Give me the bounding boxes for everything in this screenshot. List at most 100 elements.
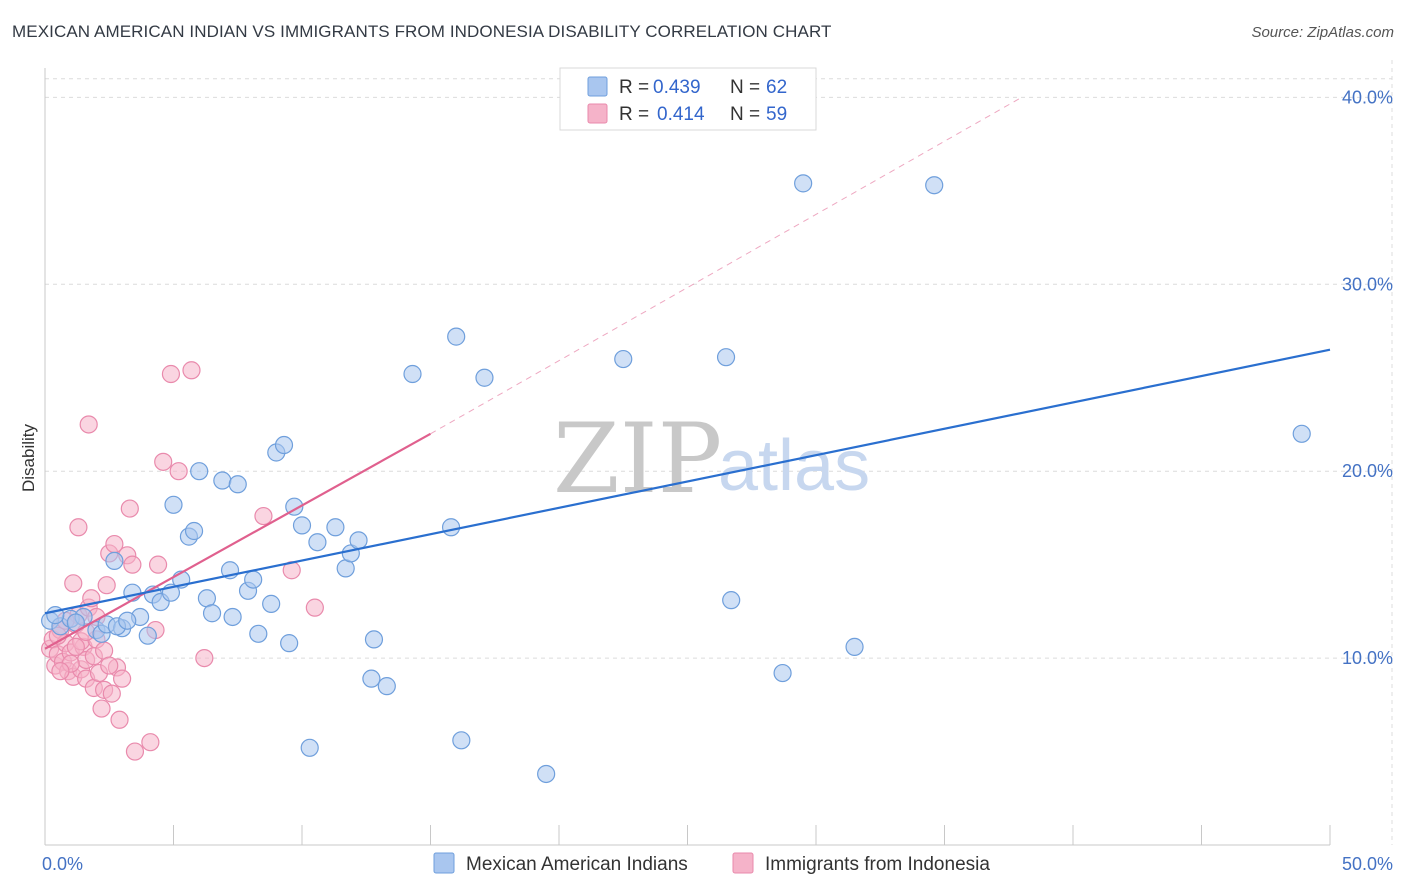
y-tick-labels: 10.0% 20.0% 30.0% 40.0% bbox=[1342, 87, 1393, 668]
y-tick-label: 40.0% bbox=[1342, 87, 1393, 107]
point-mexican-american-indians bbox=[118, 611, 137, 630]
legend-n-value-1: 62 bbox=[766, 77, 787, 98]
point-mexican-american-indians bbox=[326, 518, 345, 537]
series-mexican-american-indians bbox=[41, 174, 1311, 784]
legend-swatch-pink bbox=[587, 103, 608, 124]
point-immigrants-from-indonesia bbox=[51, 662, 70, 681]
point-immigrants-from-indonesia bbox=[112, 669, 132, 688]
point-immigrants-from-indonesia bbox=[254, 506, 273, 526]
point-mexican-american-indians bbox=[773, 663, 792, 683]
point-mexican-american-indians bbox=[184, 521, 204, 541]
watermark: ZIP atlas bbox=[553, 403, 870, 515]
point-immigrants-from-indonesia bbox=[120, 499, 139, 518]
trend-line-blue bbox=[44, 348, 1331, 615]
legend-swatch-blue bbox=[587, 76, 608, 97]
point-immigrants-from-indonesia bbox=[102, 684, 121, 703]
point-mexican-american-indians bbox=[190, 462, 209, 481]
x-tick-label-max: 50.0% bbox=[1342, 854, 1393, 874]
point-mexican-american-indians bbox=[213, 471, 232, 490]
point-immigrants-from-indonesia bbox=[169, 462, 188, 481]
point-immigrants-from-indonesia bbox=[79, 415, 98, 434]
point-immigrants-from-indonesia bbox=[64, 574, 83, 593]
point-immigrants-from-indonesia bbox=[69, 518, 88, 537]
x-tick-label-min: 0.0% bbox=[42, 854, 83, 874]
point-mexican-american-indians bbox=[716, 348, 736, 367]
point-mexican-american-indians bbox=[349, 531, 368, 550]
point-mexican-american-indians bbox=[441, 518, 461, 537]
watermark-zip: ZIP bbox=[553, 403, 722, 515]
point-mexican-american-indians bbox=[308, 533, 327, 552]
point-mexican-american-indians bbox=[138, 626, 157, 645]
legend-r-value-2: 0.414 bbox=[657, 104, 705, 125]
point-mexican-american-indians bbox=[300, 738, 319, 757]
point-mexican-american-indians bbox=[1292, 424, 1311, 443]
point-immigrants-from-indonesia bbox=[195, 648, 214, 668]
point-immigrants-from-indonesia bbox=[161, 364, 181, 384]
point-mexican-american-indians bbox=[722, 591, 741, 610]
point-immigrants-from-indonesia bbox=[154, 452, 173, 471]
point-mexican-american-indians bbox=[925, 176, 944, 195]
axes bbox=[44, 68, 1331, 846]
point-immigrants-from-indonesia bbox=[182, 361, 201, 380]
chart-title: MEXICAN AMERICAN INDIAN VS IMMIGRANTS FR… bbox=[12, 22, 832, 41]
point-immigrants-from-indonesia bbox=[125, 742, 145, 761]
point-mexican-american-indians bbox=[202, 604, 222, 623]
trend-line-pink-extension bbox=[430, 96, 1022, 435]
legend-r-label-2: R = bbox=[619, 104, 649, 125]
point-mexican-american-indians bbox=[362, 669, 381, 688]
bottom-legend-label-blue: Mexican American Indians bbox=[466, 854, 688, 875]
point-mexican-american-indians bbox=[475, 368, 494, 387]
point-mexican-american-indians bbox=[164, 495, 183, 514]
point-mexican-american-indians bbox=[452, 731, 471, 750]
point-mexican-american-indians bbox=[794, 174, 813, 193]
point-mexican-american-indians bbox=[105, 551, 124, 571]
point-mexican-american-indians bbox=[364, 630, 384, 649]
legend-n-label-1: N = bbox=[730, 77, 760, 98]
point-mexican-american-indians bbox=[123, 583, 142, 602]
y-tick-label: 10.0% bbox=[1342, 648, 1393, 668]
y-axis-label: Disability bbox=[19, 423, 38, 492]
grid-lines bbox=[45, 60, 1393, 845]
point-mexican-american-indians bbox=[845, 637, 864, 656]
point-mexican-american-indians bbox=[447, 327, 466, 346]
series-immigrants-from-indonesia bbox=[41, 361, 324, 761]
point-immigrants-from-indonesia bbox=[100, 656, 119, 675]
point-immigrants-from-indonesia bbox=[141, 733, 160, 752]
point-mexican-american-indians bbox=[292, 516, 312, 535]
y-tick-label: 20.0% bbox=[1342, 461, 1393, 481]
point-mexican-american-indians bbox=[403, 364, 422, 384]
point-mexican-american-indians bbox=[274, 435, 294, 455]
legend-r-label-1: R = bbox=[619, 77, 649, 98]
trend-lines bbox=[44, 96, 1331, 650]
chart-source: Source: ZipAtlas.com bbox=[1251, 24, 1394, 41]
x-tick-labels: 0.0% 50.0% bbox=[42, 854, 1393, 874]
point-immigrants-from-indonesia bbox=[123, 555, 142, 574]
point-immigrants-from-indonesia bbox=[305, 598, 324, 617]
point-immigrants-from-indonesia bbox=[66, 637, 85, 656]
point-immigrants-from-indonesia bbox=[92, 699, 111, 718]
bottom-legend-swatch-blue bbox=[433, 852, 455, 874]
bottom-legend: Mexican American Indians Immigrants from… bbox=[433, 852, 990, 875]
point-immigrants-from-indonesia bbox=[97, 576, 116, 595]
watermark-atlas: atlas bbox=[718, 426, 870, 506]
legend-r-value-1: 0.439 bbox=[653, 77, 701, 98]
point-immigrants-from-indonesia bbox=[148, 555, 168, 574]
legend-n-value-2: 59 bbox=[766, 104, 787, 125]
point-mexican-american-indians bbox=[280, 634, 299, 653]
point-mexican-american-indians bbox=[537, 764, 556, 784]
legend-n-label-2: N = bbox=[730, 104, 760, 125]
point-mexican-american-indians bbox=[223, 607, 242, 627]
bottom-legend-label-pink: Immigrants from Indonesia bbox=[765, 854, 990, 875]
trend-line-pink bbox=[44, 432, 432, 650]
point-mexican-american-indians bbox=[614, 349, 633, 369]
point-immigrants-from-indonesia bbox=[110, 710, 129, 729]
point-mexican-american-indians bbox=[377, 677, 396, 696]
point-mexican-american-indians bbox=[249, 624, 268, 643]
point-mexican-american-indians bbox=[262, 594, 281, 613]
bottom-legend-swatch-pink bbox=[732, 852, 754, 874]
top-legend: R = 0.439 N = 62 R = 0.414 N = 59 bbox=[559, 67, 817, 131]
point-mexican-american-indians bbox=[228, 475, 247, 494]
y-tick-label: 30.0% bbox=[1342, 274, 1393, 294]
point-mexican-american-indians bbox=[244, 570, 263, 589]
